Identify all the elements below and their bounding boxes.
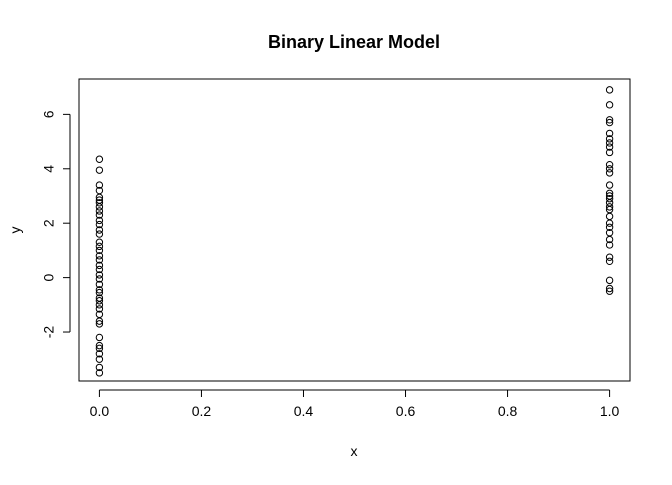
data-point bbox=[95, 238, 104, 246]
data-point bbox=[605, 148, 614, 157]
data-point bbox=[605, 143, 614, 151]
data-point bbox=[95, 242, 104, 251]
chart-title: Binary Linear Model bbox=[268, 32, 440, 52]
data-point bbox=[95, 181, 104, 189]
data-point bbox=[605, 118, 614, 127]
data-point bbox=[605, 189, 614, 197]
data-point bbox=[95, 199, 104, 207]
x-tick-label: 0.2 bbox=[192, 403, 212, 419]
x-tick-label: 0.6 bbox=[396, 403, 416, 419]
data-point bbox=[605, 165, 614, 173]
x-tick-label: 1.0 bbox=[600, 403, 620, 419]
data-point bbox=[95, 344, 104, 353]
data-point bbox=[95, 203, 104, 211]
y-axis: -2 0 2 4 6 bbox=[41, 110, 71, 339]
y-tick-label: 0 bbox=[41, 274, 57, 282]
data-point bbox=[605, 129, 614, 138]
data-point bbox=[605, 116, 614, 124]
data-point bbox=[95, 305, 104, 313]
data-point bbox=[95, 252, 104, 260]
data-point bbox=[95, 166, 104, 174]
x-tick-label: 0.4 bbox=[294, 403, 314, 419]
y-axis-label: y bbox=[7, 227, 23, 234]
data-point bbox=[605, 212, 614, 221]
data-point bbox=[605, 161, 614, 169]
data-point bbox=[95, 226, 104, 234]
data-point bbox=[95, 256, 104, 264]
data-point bbox=[95, 155, 104, 163]
y-tick-label: 4 bbox=[41, 165, 57, 173]
data-point bbox=[605, 276, 614, 285]
data-point bbox=[605, 86, 614, 94]
data-point bbox=[95, 341, 104, 350]
data-point bbox=[605, 253, 614, 261]
data-point bbox=[95, 211, 104, 219]
data-point bbox=[605, 223, 614, 231]
data-point bbox=[95, 246, 104, 255]
data-point bbox=[95, 301, 104, 309]
data-point bbox=[95, 297, 104, 305]
data-point bbox=[605, 195, 614, 203]
data-point bbox=[605, 101, 614, 109]
data-point bbox=[605, 219, 614, 227]
data-point bbox=[95, 320, 104, 328]
data-point bbox=[605, 135, 614, 143]
data-point bbox=[95, 275, 104, 283]
y-tick-label: -2 bbox=[41, 326, 57, 339]
data-point bbox=[95, 220, 104, 229]
data-point bbox=[95, 355, 104, 363]
data-point bbox=[95, 317, 104, 325]
data-points bbox=[95, 86, 614, 377]
data-point bbox=[95, 280, 104, 289]
data-point bbox=[95, 333, 104, 342]
x-axis: 0.0 0.2 0.4 0.6 0.8 1.0 bbox=[90, 389, 620, 419]
plot-frame bbox=[78, 78, 631, 382]
data-point bbox=[95, 350, 104, 358]
data-point bbox=[605, 241, 614, 249]
data-point bbox=[95, 271, 104, 279]
data-point bbox=[95, 193, 104, 202]
data-point bbox=[605, 235, 614, 244]
x-tick-label: 0.8 bbox=[498, 403, 518, 419]
data-point bbox=[95, 230, 104, 238]
data-point bbox=[95, 288, 104, 297]
data-point bbox=[605, 284, 614, 293]
data-point bbox=[95, 265, 104, 274]
y-tick-label: 6 bbox=[41, 110, 57, 118]
x-tick-label: 0.0 bbox=[90, 403, 110, 419]
data-point bbox=[605, 257, 614, 265]
data-point bbox=[95, 286, 104, 294]
data-point bbox=[605, 169, 614, 177]
x-axis-label: x bbox=[351, 443, 358, 459]
y-tick-label: 2 bbox=[41, 219, 57, 227]
data-point bbox=[605, 287, 614, 295]
data-point bbox=[95, 363, 104, 372]
data-point bbox=[95, 207, 104, 215]
data-point bbox=[95, 369, 104, 377]
data-point bbox=[605, 139, 614, 147]
data-point bbox=[95, 261, 104, 270]
data-point bbox=[605, 203, 614, 211]
data-point bbox=[95, 216, 104, 225]
data-point bbox=[605, 181, 614, 189]
